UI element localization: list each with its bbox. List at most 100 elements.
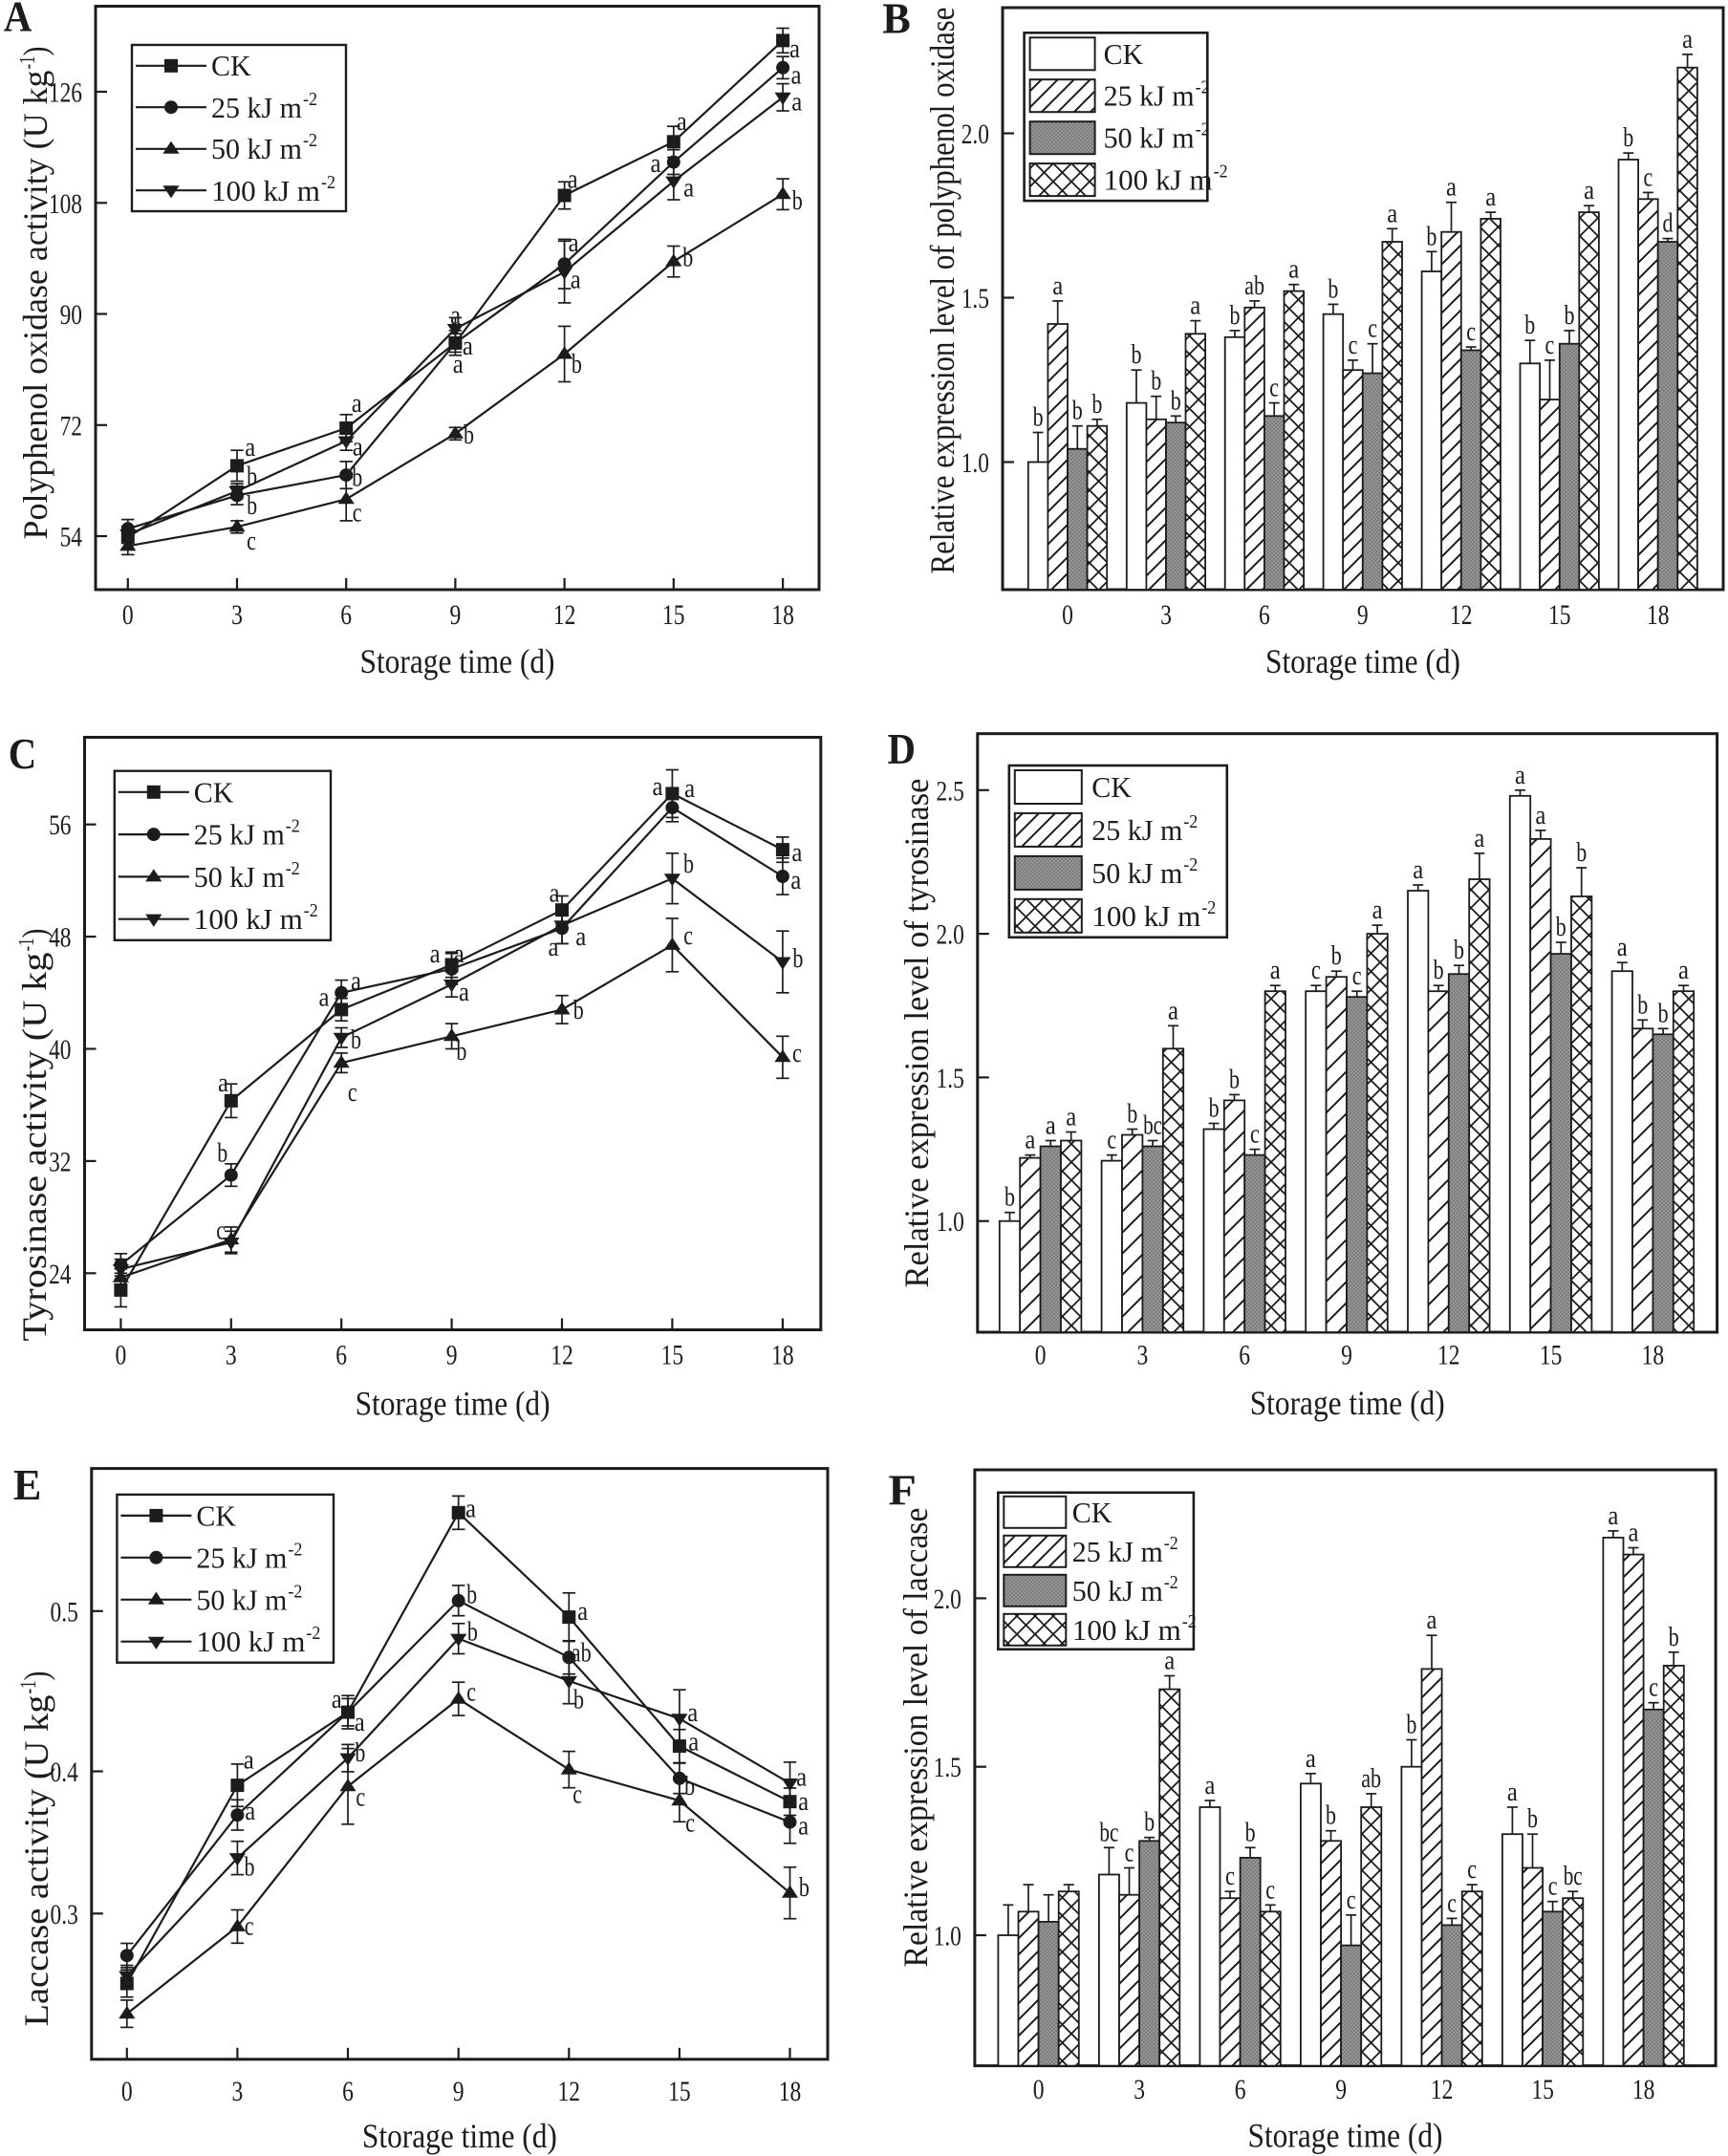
svg-text:c: c [1225,1862,1235,1891]
svg-text:32: 32 [49,1146,71,1177]
svg-text:CK: CK [1091,770,1132,804]
svg-text:b: b [1328,274,1338,304]
svg-text:Storage time (d): Storage time (d) [362,2117,557,2155]
svg-text:b: b [572,350,582,379]
svg-text:a: a [549,933,559,962]
svg-text:a: a [571,265,581,294]
svg-text:12: 12 [553,599,576,631]
svg-text:-2: -2 [306,1623,320,1644]
svg-text:c: c [1368,314,1377,344]
svg-text:a: a [1168,996,1178,1025]
svg-text:c: c [683,921,693,951]
svg-text:Storage time (d): Storage time (d) [1250,1384,1445,1422]
svg-text:c: c [466,1677,476,1707]
svg-text:18: 18 [1642,1340,1665,1371]
svg-text:b: b [352,464,362,493]
svg-text:126: 126 [49,77,82,109]
svg-text:a: a [1629,1519,1639,1548]
svg-text:a: a [1306,1744,1316,1774]
svg-text:b: b [683,850,694,879]
svg-text:a: a [351,967,361,997]
svg-text:-2: -2 [321,172,335,193]
svg-text:2.0: 2.0 [934,1584,961,1615]
svg-text:D: D [888,725,917,773]
svg-text:a: a [684,774,695,804]
svg-text:CK: CK [1072,1496,1112,1529]
svg-text:a: a [550,879,560,909]
svg-text:b: b [1556,913,1566,942]
svg-text:b: b [1326,1801,1336,1831]
svg-text:a: a [687,1698,698,1728]
svg-text:Tyrosinase activity (U kg: Tyrosinase activity (U kg [15,953,54,1342]
svg-text:1.5: 1.5 [934,1752,961,1783]
svg-text:50 kJ m: 50 kJ m [211,132,302,165]
svg-text:c: c [353,498,362,528]
svg-text:-2: -2 [1183,854,1198,875]
svg-text:b: b [1127,1100,1137,1130]
svg-text:100 kJ m: 100 kJ m [211,174,320,207]
svg-text:b: b [1209,1094,1220,1124]
svg-text:0.3: 0.3 [51,1899,78,1930]
svg-text:a: a [332,1685,342,1714]
svg-text:-2: -2 [304,900,318,921]
svg-text:c: c [1545,331,1555,360]
svg-text:a: a [791,838,802,868]
svg-text:b: b [466,1580,477,1609]
svg-text:3: 3 [231,599,243,631]
svg-text:-2: -2 [1182,1611,1197,1632]
svg-text:b: b [1565,301,1575,331]
svg-text:50 kJ m: 50 kJ m [1104,121,1195,155]
svg-text:90: 90 [60,299,82,331]
svg-text:c: c [1548,1872,1558,1902]
svg-text:2.5: 2.5 [937,775,964,807]
svg-text:a: a [789,34,800,64]
svg-text:6: 6 [1259,599,1270,631]
svg-text:50 kJ m: 50 kJ m [1091,856,1182,890]
svg-text:c: c [1107,1126,1116,1155]
svg-text:1.0: 1.0 [937,1206,964,1238]
svg-text:25 kJ m: 25 kJ m [1072,1535,1163,1568]
svg-text:1.5: 1.5 [961,283,989,314]
svg-text:b: b [467,1617,478,1647]
svg-text:a: a [1507,1778,1518,1807]
svg-text:b: b [1658,999,1669,1028]
svg-text:a: a [1485,183,1496,212]
svg-text:b: b [1331,941,1342,971]
svg-text:a: a [463,332,473,361]
svg-text:2.0: 2.0 [961,119,989,150]
svg-text:3: 3 [226,1340,237,1371]
svg-text:100 kJ m: 100 kJ m [194,902,303,936]
svg-text:a: a [1535,801,1545,830]
svg-text:-2: -2 [303,130,317,151]
svg-text:a: a [677,107,687,137]
svg-text:c: c [1467,1855,1477,1885]
svg-text:b: b [351,1025,361,1055]
svg-text:3: 3 [1137,1340,1149,1371]
svg-text:a: a [1066,1103,1076,1132]
svg-text:a: a [1190,291,1200,321]
svg-text:-2: -2 [286,816,300,837]
svg-text:a: a [1446,173,1457,203]
svg-text:100 kJ m: 100 kJ m [1072,1613,1181,1647]
svg-text:c: c [1269,374,1279,403]
svg-text:108: 108 [49,188,82,220]
svg-text:A: A [4,0,32,40]
svg-text:b: b [1406,1711,1416,1740]
svg-text:b: b [464,420,474,450]
svg-text:b: b [1171,386,1181,416]
svg-text:25 kJ m: 25 kJ m [1104,79,1195,113]
svg-text:bc: bc [1099,1818,1118,1847]
svg-text:a: a [1584,176,1594,205]
svg-text:b: b [573,996,584,1025]
svg-text:100 kJ m: 100 kJ m [1091,899,1200,933]
svg-text:a: a [459,978,469,1007]
svg-text:25 kJ m: 25 kJ m [194,818,285,852]
svg-text:b: b [1151,367,1161,397]
svg-text:c: c [1311,956,1321,985]
svg-text:12: 12 [1450,599,1473,631]
svg-text:B: B [882,0,911,43]
svg-text:b: b [1132,340,1142,370]
svg-text:3: 3 [232,2076,244,2107]
svg-text:b: b [1637,990,1648,1020]
svg-text:b: b [1245,1818,1256,1847]
